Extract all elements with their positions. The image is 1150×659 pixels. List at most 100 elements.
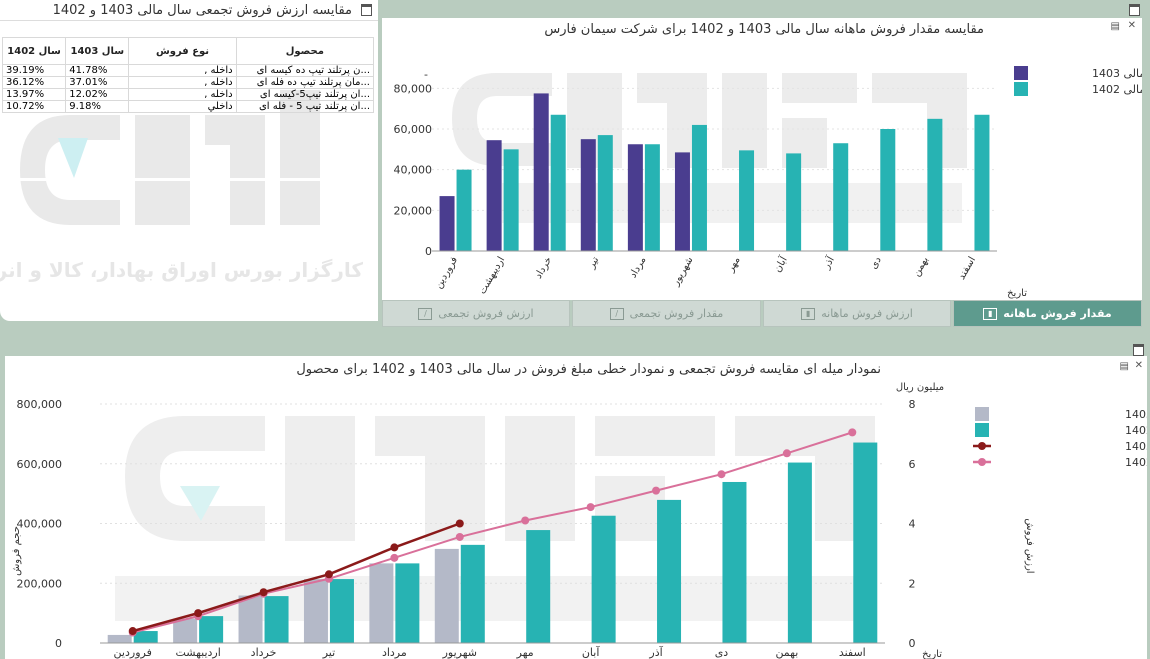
table-header-row: محصول نوع فروش سال 1403 سال 1402 [1, 37, 375, 65]
watermark-shape [595, 416, 715, 456]
export-icon[interactable]: ▤ [1119, 361, 1129, 372]
tab-cumulative-quantity[interactable]: مقدار فروش تجمعی ∕ [572, 300, 761, 327]
x-tick-label: تیر [586, 255, 602, 271]
cell-product: ...ان پرتلند تیپ 5 - فله ای [235, 100, 375, 113]
col-product[interactable]: محصول [235, 37, 375, 65]
bar [303, 579, 328, 643]
divider [0, 20, 378, 21]
cell-1402: 36.12% [1, 76, 67, 89]
bar [627, 144, 643, 251]
y2-unit-label: میلیون ریال [896, 382, 944, 393]
maximize-icon[interactable] [1133, 344, 1144, 356]
x-tick-label: بهمن [775, 646, 798, 659]
bar [833, 143, 849, 251]
y-tick-label: 20,000 [394, 204, 433, 217]
y-tick-label: - [424, 68, 428, 81]
cell-1403: 41.78% [65, 64, 130, 77]
bar [550, 114, 566, 252]
bar [434, 548, 459, 643]
watermark-shape [125, 416, 265, 541]
legend-label: حجم فروش تجمعی 1403 [1125, 408, 1147, 421]
bar [107, 634, 132, 643]
panel-title: مقایسه مقدار فروش ماهانه سال مالی 1403 و… [544, 22, 984, 37]
bar [264, 596, 289, 643]
bar-chart-icon: ▮ [983, 307, 998, 320]
bar [927, 118, 943, 251]
maximize-icon[interactable] [361, 4, 372, 16]
bar [395, 563, 420, 643]
bar [880, 129, 896, 251]
bar [974, 114, 990, 252]
x-tick-label: بهمن [911, 255, 931, 279]
cell-sale-type: داخله , [128, 64, 237, 77]
x-tick-label: فروردین [433, 255, 460, 291]
maximize-icon[interactable] [1129, 4, 1140, 16]
close-icon[interactable]: ✕ [1127, 20, 1136, 31]
data-point [390, 553, 399, 562]
watermark-shape [375, 416, 485, 456]
bar [533, 93, 549, 252]
x-tick-label: آذر [648, 645, 663, 659]
x-tick-label: خرداد [533, 255, 554, 281]
bar [439, 196, 455, 251]
cell-sale-type: داخلي [128, 100, 237, 113]
panel-title: نمودار میله ای مقایسه فروش تجمعی و نمودا… [296, 362, 881, 377]
y-tick-label: 800,000 [17, 398, 63, 411]
tab-monthly-value[interactable]: ارزش فروش ماهانه ▮ [763, 300, 951, 327]
y-tick-label: 40,000 [394, 164, 433, 177]
series-line [132, 431, 853, 634]
cell-sale-type: داخله , [128, 76, 237, 89]
x-tick-label: دی [715, 646, 729, 659]
legend-swatch [1014, 82, 1028, 96]
legend-swatch [978, 442, 986, 450]
export-icon[interactable]: ▤ [1110, 21, 1120, 32]
data-point [390, 543, 399, 552]
cell-product: ...ن پرتلند تیپ ده کیسه ای [235, 64, 375, 77]
legend-label: ارزش فروش تجمعی 1403 [1125, 440, 1147, 453]
cell-1402: 13.97% [1, 88, 67, 101]
x-tick-label: مهر [516, 646, 534, 659]
y2-tick-label: 0 [909, 637, 916, 650]
legend-label: سال مالی 1402 [1092, 83, 1142, 96]
data-point [586, 503, 595, 512]
y-tick-label: 200,000 [17, 577, 63, 590]
x-axis-title: تاریخ [922, 649, 942, 659]
cell-1402: 39.19% [1, 64, 67, 77]
data-point [717, 470, 726, 479]
x-tick-label: شهریور [442, 646, 477, 659]
table-row[interactable]: ...ن پرتلند تیپ ده کیسه ای داخله , 41.78% 3… [1, 64, 375, 77]
cumulative-sales-chart-panel: نمودار میله ای مقایسه فروش تجمعی و نمودا… [5, 356, 1147, 659]
bar [597, 135, 613, 251]
col-1402[interactable]: سال 1402 [1, 37, 67, 65]
legend-label: ارزش فروش تجمعی 1402 [1125, 456, 1147, 469]
tab-monthly-quantity[interactable]: مقدار فروش ماهانه ▮ [953, 300, 1142, 327]
legend-label: حجم فروش تجمعی 1402 [1125, 424, 1147, 437]
close-icon[interactable]: ✕ [1134, 360, 1143, 371]
bar [460, 544, 485, 643]
table-row[interactable]: ...مان پرتلند تیپ ده فله ای داخله , 37.01%… [1, 76, 375, 89]
col-1403[interactable]: سال 1403 [65, 37, 130, 65]
y-tick-label: 0 [55, 637, 62, 650]
cumulative-sales-chart: 0 200,000 400,000 600,000 800,000 0 2 4 6 8 میلیون… [11, 382, 1147, 659]
bar [787, 462, 812, 643]
bar [173, 618, 198, 643]
panel-title: مقایسه ارزش فروش تجمعی سال مالی 1403 و 1… [52, 3, 352, 18]
data-point [324, 570, 333, 579]
watermark-shape [452, 73, 552, 166]
table-row[interactable]: ...ان پرتلند تیپ5-کیسه ای داخله , 12.02% 13… [1, 88, 375, 101]
watermark-shape [782, 73, 857, 103]
x-tick-label: مهر [725, 255, 743, 275]
legend-swatch [975, 423, 989, 437]
y2-tick-label: 8 [909, 398, 916, 411]
x-tick-label: اسفند [839, 646, 866, 659]
watermark-subtitle: کارگزار بورس اوراق بهادار، کالا و انرژی [0, 258, 363, 282]
y-tick-label: 60,000 [394, 123, 433, 136]
line-chart-icon: ∕ [418, 307, 433, 320]
x-tick-label: آبان [770, 253, 790, 274]
cell-1402: 10.72% [1, 100, 67, 113]
tab-cumulative-value[interactable]: ارزش فروش تجمعی ∕ [382, 300, 570, 327]
y2-axis-title: ارزش فروش [1024, 518, 1035, 573]
bar [674, 152, 690, 251]
table-row[interactable]: ...ان پرتلند تیپ 5 - فله ای داخلي 9.18% 10.… [1, 100, 375, 113]
col-sale-type[interactable]: نوع فروش [128, 37, 237, 65]
